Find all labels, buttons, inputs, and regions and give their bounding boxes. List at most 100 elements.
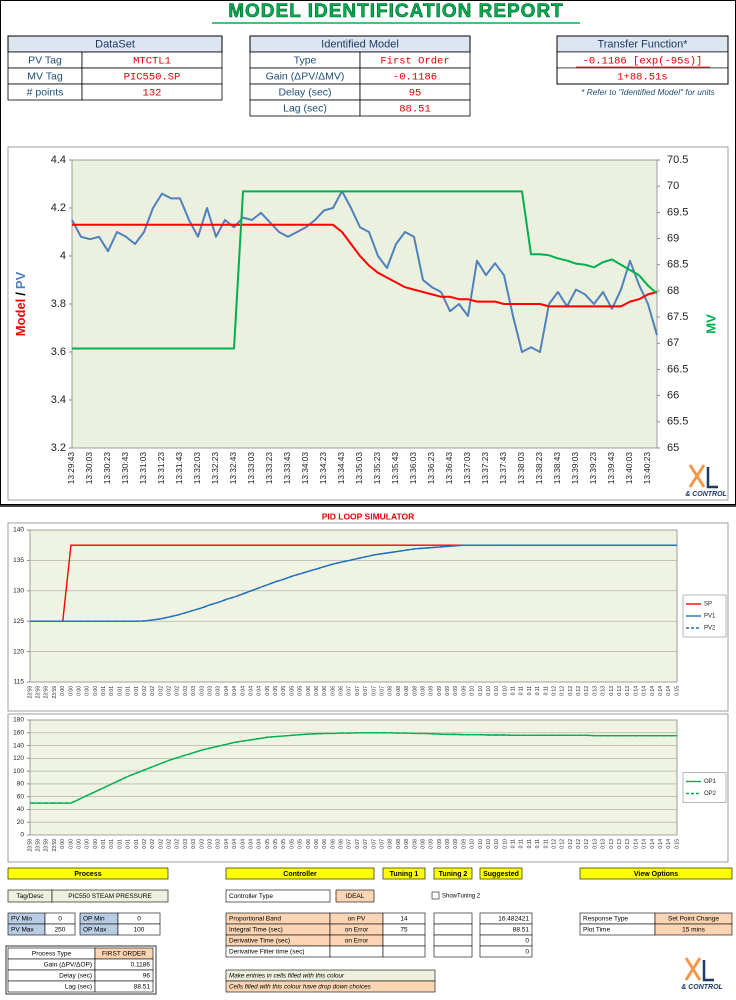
x-tick-label: 0:05 [265,686,271,696]
series-line [30,732,677,804]
y-tick-label: 20 [17,819,25,826]
x-tick-label: 0:07 [355,686,361,696]
x-tick-label: 0:11 [511,839,517,849]
limit-value [117,923,161,936]
y-tick-label: 130 [13,588,24,595]
model-value-text: -0.1186 [393,71,437,83]
x-tick-label: 0:08 [412,839,418,849]
x-tick-label: 0:10 [494,686,500,696]
x-tick-label: 0:01 [134,686,140,696]
logo-text: & CONTROL [685,491,727,498]
x-tick-label: 13:33:03 [246,452,256,485]
x-tick-label: 0:01 [126,686,132,696]
y-tick-label: 4.4 [51,154,66,166]
y-tick-label: 60 [17,793,25,800]
x-tick-label: 0:11 [543,839,549,849]
x-tick-label: 0:12 [560,839,566,849]
checkbox-label: ShowTuning 2 [442,894,481,900]
tuning-cell-text: Derivative Filter time (sec) [229,949,304,956]
x-tick-label: 0:14 [666,839,672,849]
y-tick-label: 3.6 [51,346,66,358]
x-tick-label: 0:04 [240,839,246,849]
dataset-value-text: PIC550.SP [124,71,181,83]
x-tick-label: 0:08 [420,839,426,849]
section-header-text: View Options [634,871,678,878]
x-tick-label: 0:07 [355,839,361,849]
x-tick-label: 13:34:43 [336,452,346,485]
report-title: MODEL IDENTIFICATION REPORT [228,1,564,22]
x-tick-label: 0:07 [379,839,385,849]
x-tick-label: 0:02 [158,686,164,696]
x-tick-label: 13:32:03 [192,452,202,485]
dataset-label-text: # points [27,86,64,98]
y-tick-label: 135 [13,557,24,564]
x-tick-label: 0:13 [601,686,607,696]
x-tick-label: 0:13 [625,686,631,696]
tuning-cell-text: Proportional Band [229,916,281,923]
x-tick-label: 13:35:23 [372,452,382,485]
y2-tick-label: 67.5 [667,311,688,323]
dataset-label-text: MV Tag [27,70,63,82]
y-axis-label: Model / PV [13,271,28,336]
x-tick-label: 0:02 [167,686,173,696]
section-header [7,867,169,880]
x-tick-label: 0:07 [347,839,353,849]
x-tick-label: 0:08 [388,839,394,849]
x-tick-label: 13:39:43 [606,452,616,485]
checkbox[interactable] [431,891,440,900]
y2-tick-label: 69 [667,232,679,244]
x-tick-label: 0:11 [527,839,533,849]
x-tick-label: 0:07 [379,686,385,696]
dataset-value-text: MTCTL1 [133,55,171,67]
tuning-cell [382,934,426,947]
x-tick-label: 0:12 [551,686,557,696]
x-tick-label: 0:04 [232,839,238,849]
plot-area [71,159,658,449]
x-tick-label: 13:36:03 [408,452,418,485]
x-tick-label: 0:08 [412,686,418,696]
x-tick-label: 0:03 [199,686,205,696]
x-tick-label: 13:35:43 [390,452,400,485]
tf-denominator-text: 1+88.51s [617,71,667,83]
x-tick-label: 0:09 [453,839,459,849]
section-header [479,867,523,880]
x-tick-label: 0:00 [76,686,82,696]
x-tick-label: 13:37:23 [480,452,490,485]
controller-type-label [225,889,331,903]
x-tick-label: 0:12 [576,686,582,696]
x-tick-label: 0:01 [109,839,115,849]
x-tick-label: 0:11 [527,686,533,696]
x-tick-label: 0:08 [388,686,394,696]
x-tick-label: 23:59 [36,686,42,699]
section-header [225,867,375,880]
y2-tick-label: 68 [667,285,679,297]
x-tick-label: 0:06 [330,686,336,696]
x-tick-label: 0:10 [478,686,484,696]
x-tick-label: 0:10 [494,839,500,849]
section-header-text: Suggested [483,871,519,878]
dataset-header-text: DataSet [95,38,135,50]
x-tick-label: 0:00 [60,686,66,696]
process-value-text: 0.1186 [131,962,151,969]
x-tick-label: 13:40:23 [642,452,652,485]
process-value-text: 88.51 [134,984,151,991]
x-tick-label: 0:01 [134,839,140,849]
x-tick-label: 0:13 [601,839,607,849]
x-tick-label: 0:08 [396,839,402,849]
x-tick-label: 0:03 [183,839,189,849]
x-tick-label: 0:14 [658,686,664,696]
process-label-text: Gain (ΔPV/ΔOP) [44,962,92,969]
x-tick-label: 0:13 [609,839,615,849]
x-tick-label: 0:02 [175,686,181,696]
x-tick-label: 13:39:03 [570,452,580,485]
x-tick-label: 13:38:03 [516,452,526,485]
x-tick-label: 0:09 [453,686,459,696]
x-tick-label: 13:37:43 [498,452,508,485]
x-tick-label: 13:31:43 [174,452,184,485]
x-tick-label: 0:11 [535,839,541,849]
y-tick-label: 140 [13,742,24,749]
x-tick-label: 0:12 [560,686,566,696]
x-tick-label: 0:14 [658,839,664,849]
tf-numerator-text: -0.1186 [exp(-95s)] [583,55,703,67]
x-tick-label: 0:14 [633,839,639,849]
